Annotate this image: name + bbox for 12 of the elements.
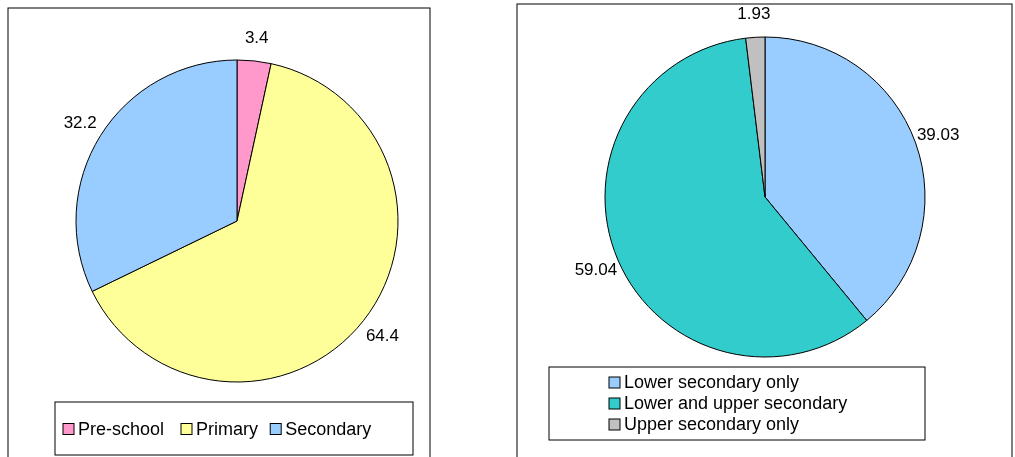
data-label: 64.4 — [365, 325, 400, 345]
data-label: 3.4 — [244, 27, 269, 47]
legend-label: Upper secondary only — [624, 414, 800, 434]
legend-label: Lower and upper secondary — [624, 393, 848, 413]
data-label: 59.04 — [574, 260, 618, 280]
legend-label: Primary — [196, 418, 258, 439]
legend-label: Pre-school — [78, 418, 165, 439]
legend-label: Secondary — [285, 418, 372, 439]
data-label: 32.2 — [63, 113, 97, 133]
legend-label: Lower secondary only — [624, 372, 800, 392]
data-label: 39.03 — [916, 125, 960, 145]
data-label: 1.93 — [737, 3, 771, 23]
